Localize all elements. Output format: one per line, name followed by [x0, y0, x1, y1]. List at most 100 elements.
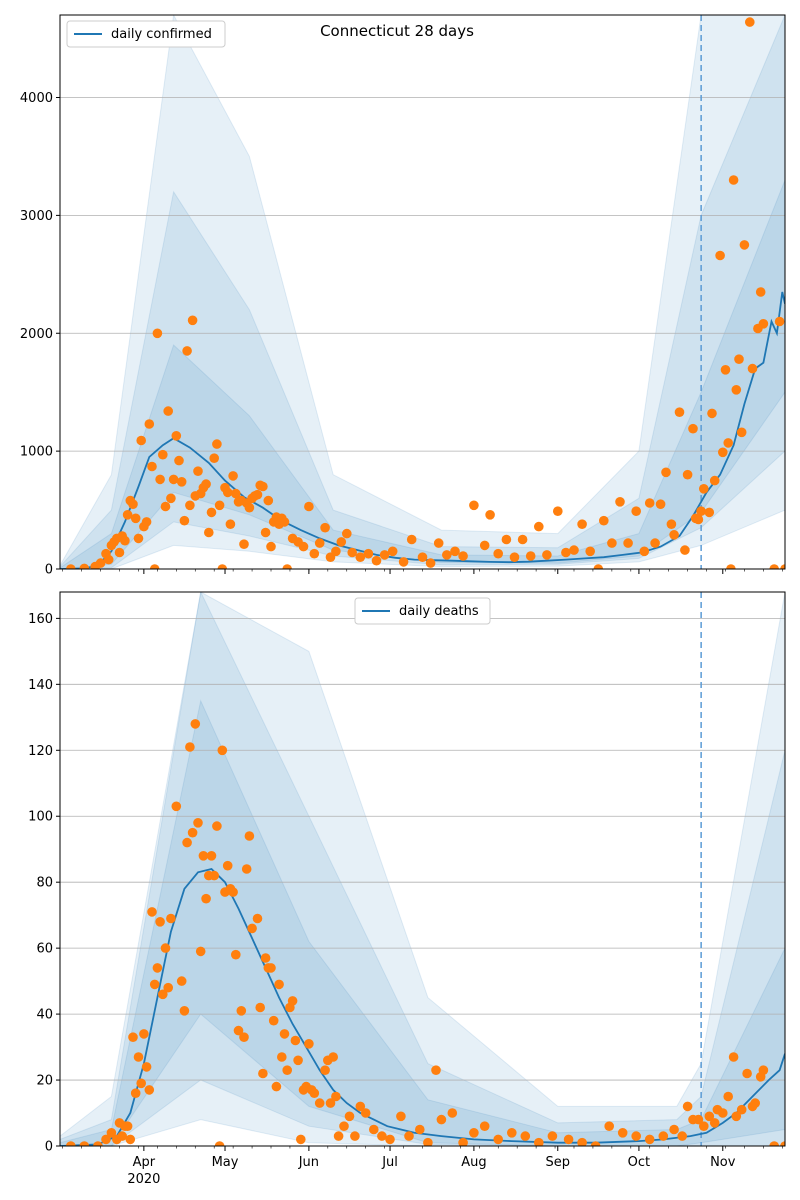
confirmed-data-point [534, 521, 544, 532]
deaths-data-point [128, 1032, 138, 1042]
deaths-data-point [309, 1088, 320, 1098]
deaths-data-point [577, 1137, 587, 1146]
deaths-data-point [631, 1131, 641, 1141]
deaths-data-point [198, 851, 209, 861]
confirmed-legend-box [66, 20, 226, 48]
deaths-data-point [268, 1015, 279, 1026]
confirmed-y-ticks: 0 1000 2000 3000 4000 [20, 91, 60, 578]
deaths-data-point [176, 976, 187, 986]
confirmed-data-point [479, 540, 490, 551]
confirmed-data-point [655, 499, 666, 510]
deaths-data-point [233, 1025, 244, 1036]
confirmed-data-point [363, 548, 374, 559]
confirmed-data-point [217, 564, 228, 569]
deaths-legend-label: daily deaths [399, 604, 479, 619]
deaths-data-point [149, 979, 160, 990]
confirmed-data-point [152, 328, 163, 339]
deaths-data-point [155, 917, 165, 927]
deaths-data-point [166, 913, 176, 924]
deaths-data-point [185, 742, 195, 752]
confirmed-data-point [133, 533, 144, 544]
confirmed-data-point [128, 499, 138, 510]
deaths-data-point [158, 989, 168, 1000]
confirmed-data-point [225, 519, 236, 529]
deaths-data-point [133, 1052, 144, 1062]
confirmed-data-point [755, 287, 766, 297]
deaths-data-point [396, 1111, 406, 1122]
deaths-x-tick-label: Jul [381, 1155, 398, 1170]
deaths-data-point [709, 1118, 720, 1128]
confirmed-uncertainty-band-1 [60, 15, 785, 569]
confirmed-data-point [693, 514, 704, 525]
confirmed-data-point [147, 461, 157, 472]
deaths-data-point [682, 1101, 693, 1112]
deaths-data-point [287, 996, 298, 1006]
deaths-data-point [333, 1131, 344, 1141]
confirmed-data-point [485, 510, 495, 520]
deaths-x-tick-label: Apr [133, 1155, 156, 1170]
deaths-data-point [479, 1121, 490, 1131]
confirmed-data-point [336, 537, 347, 547]
confirmed-data-point [726, 564, 736, 569]
confirmed-data-point [769, 564, 779, 569]
confirmed-data-point [398, 557, 409, 567]
confirmed-data-point [193, 466, 203, 477]
deaths-data-point [369, 1124, 379, 1135]
deaths-data-point [350, 1131, 360, 1141]
deaths-data-point [699, 1121, 709, 1131]
deaths-data-point [222, 860, 233, 871]
confirmed-data-point [680, 545, 690, 555]
confirmed-bands [60, 15, 785, 569]
confirmed-trend-line [60, 291, 785, 569]
confirmed-data-point [747, 363, 758, 374]
confirmed-data-point [450, 546, 460, 557]
confirmed-data-point [406, 534, 417, 545]
confirmed-data-point [122, 510, 133, 520]
confirmed-data-point [542, 550, 552, 560]
confirmed-data-point [674, 407, 685, 418]
confirmed-data-point [179, 515, 190, 526]
deaths-y-tick-label: 0 [45, 1140, 53, 1155]
confirmed-data-point [266, 541, 276, 552]
confirmed-data-point [607, 538, 617, 548]
deaths-data-point [136, 1078, 146, 1089]
deaths-data-point [750, 1098, 760, 1108]
deaths-data-point [293, 1055, 303, 1066]
deaths-data-point [239, 1032, 249, 1042]
confirmed-data-point [669, 530, 679, 540]
deaths-data-point [101, 1134, 111, 1145]
deaths-data-point [325, 1098, 336, 1108]
confirmed-data-point [493, 548, 504, 559]
deaths-data-point [163, 982, 173, 993]
confirmed-data-point [696, 506, 706, 516]
confirmed-data-point [458, 551, 468, 561]
deaths-data-point [190, 719, 201, 729]
deaths-data-point [339, 1121, 349, 1131]
deaths-data-point [195, 946, 206, 957]
deaths-data-point [277, 1052, 287, 1062]
deaths-data-point [231, 949, 241, 960]
confirmed-data-point [206, 507, 217, 518]
confirmed-data-point [222, 487, 233, 498]
confirmed-data-point [314, 538, 325, 548]
deaths-x-ticks: Apr 2020 May Jun Jul Aug Sep Oct Nov [62, 1146, 783, 1187]
confirmed-data-point [661, 467, 671, 478]
confirmed-data-point [149, 564, 160, 569]
deaths-data-point [182, 837, 192, 848]
deaths-data-point [217, 745, 228, 756]
deaths-x-tick-label: Jun [298, 1155, 319, 1170]
deaths-data-point [314, 1098, 325, 1108]
confirmed-data-point [214, 500, 225, 511]
deaths-y-tick-label: 140 [28, 678, 53, 693]
confirmed-data-point [114, 547, 125, 558]
deaths-data-point [507, 1128, 517, 1138]
deaths-y-ticks: 0 20 40 60 80 100 120 140 160 [28, 612, 60, 1155]
deaths-data-point [723, 1091, 733, 1102]
deaths-data-point [320, 1065, 330, 1075]
confirmed-data-point [141, 517, 152, 527]
confirmed-data-point [130, 513, 141, 524]
deaths-y-tick-label: 120 [28, 744, 53, 759]
deaths-data-point [139, 1029, 149, 1039]
deaths-y-tick-label: 40 [36, 1008, 53, 1023]
